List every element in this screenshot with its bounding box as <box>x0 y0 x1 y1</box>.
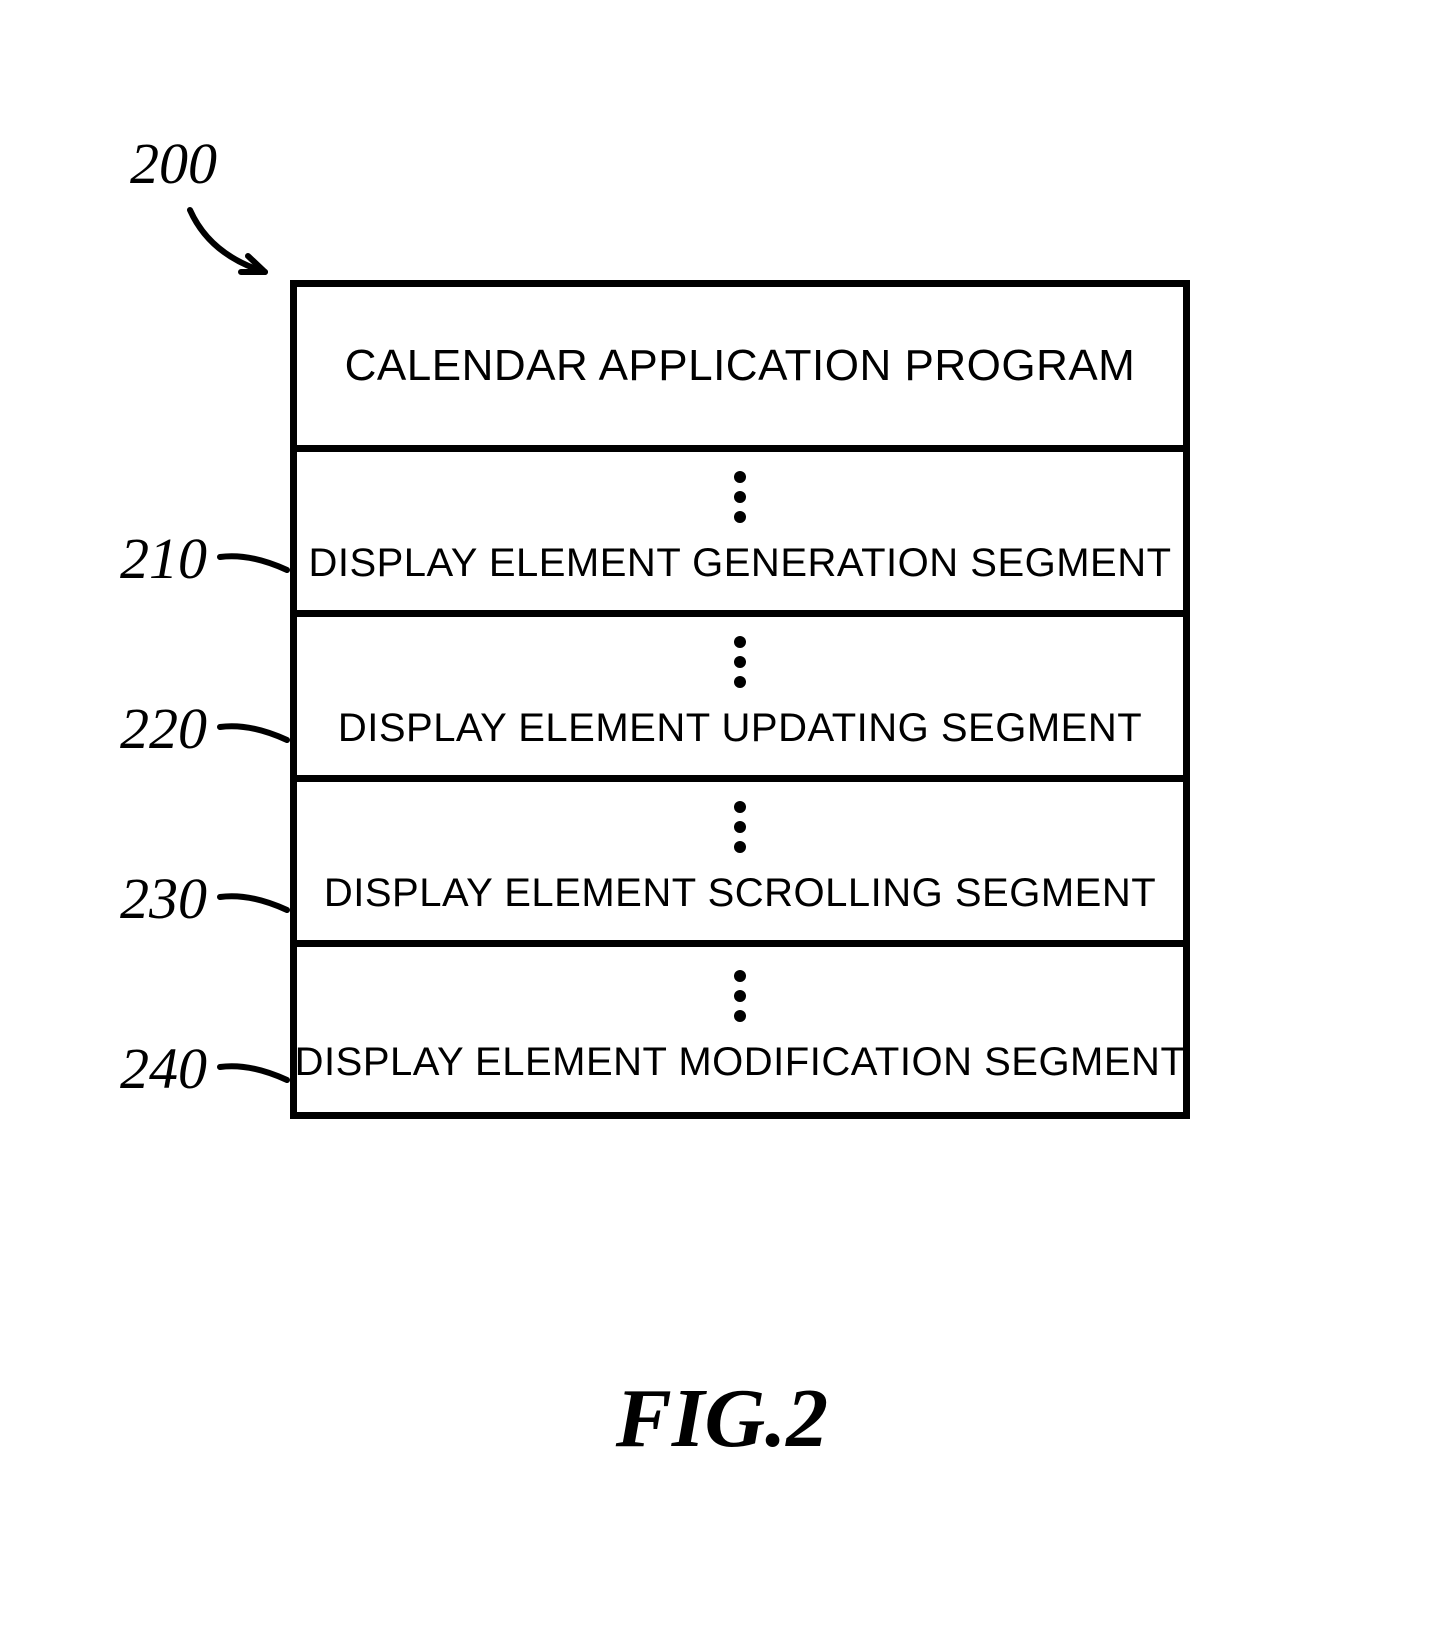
main-ref-label: 200 <box>130 130 217 197</box>
ellipsis-dots <box>734 471 746 523</box>
ref-label-230: 230 <box>120 865 207 932</box>
dot <box>734 676 746 688</box>
diagram-box: CALENDAR APPLICATION PROGRAM DISPLAY ELE… <box>290 280 1190 1119</box>
ref-label-210: 210 <box>120 525 207 592</box>
header-text: CALENDAR APPLICATION PROGRAM <box>345 341 1136 391</box>
segment-text: DISPLAY ELEMENT MODIFICATION SEGMENT <box>295 1040 1186 1085</box>
dot <box>734 656 746 668</box>
ref-label-220: 220 <box>120 695 207 762</box>
ref-number: 240 <box>120 1036 207 1101</box>
lead-line-240 <box>215 1055 295 1095</box>
segment-row-240: DISPLAY ELEMENT MODIFICATION SEGMENT <box>297 947 1183 1112</box>
header-row: CALENDAR APPLICATION PROGRAM <box>297 287 1183 452</box>
main-ref-arrow <box>170 200 310 290</box>
segment-row-230: DISPLAY ELEMENT SCROLLING SEGMENT <box>297 782 1183 947</box>
figure-caption: FIG.2 <box>0 1370 1444 1467</box>
dot <box>734 990 746 1002</box>
ref-number: 230 <box>120 866 207 931</box>
lead-line-230 <box>215 885 295 925</box>
lead-line-220 <box>215 715 295 755</box>
ref-number: 220 <box>120 696 207 761</box>
dot <box>734 491 746 503</box>
ref-label-240: 240 <box>120 1035 207 1102</box>
dot <box>734 636 746 648</box>
segment-row-220: DISPLAY ELEMENT UPDATING SEGMENT <box>297 617 1183 782</box>
ellipsis-dots <box>734 970 746 1022</box>
dot <box>734 841 746 853</box>
lead-line-210 <box>215 545 295 585</box>
main-ref-number: 200 <box>130 131 217 196</box>
dot <box>734 1010 746 1022</box>
segment-text: DISPLAY ELEMENT GENERATION SEGMENT <box>308 541 1171 586</box>
dot <box>734 511 746 523</box>
ref-number: 210 <box>120 526 207 591</box>
ellipsis-dots <box>734 801 746 853</box>
dot <box>734 821 746 833</box>
segment-row-210: DISPLAY ELEMENT GENERATION SEGMENT <box>297 452 1183 617</box>
segment-text: DISPLAY ELEMENT UPDATING SEGMENT <box>338 706 1142 751</box>
dot <box>734 801 746 813</box>
ellipsis-dots <box>734 636 746 688</box>
dot <box>734 970 746 982</box>
segment-text: DISPLAY ELEMENT SCROLLING SEGMENT <box>324 871 1156 916</box>
caption-text: FIG.2 <box>616 1372 828 1465</box>
dot <box>734 471 746 483</box>
